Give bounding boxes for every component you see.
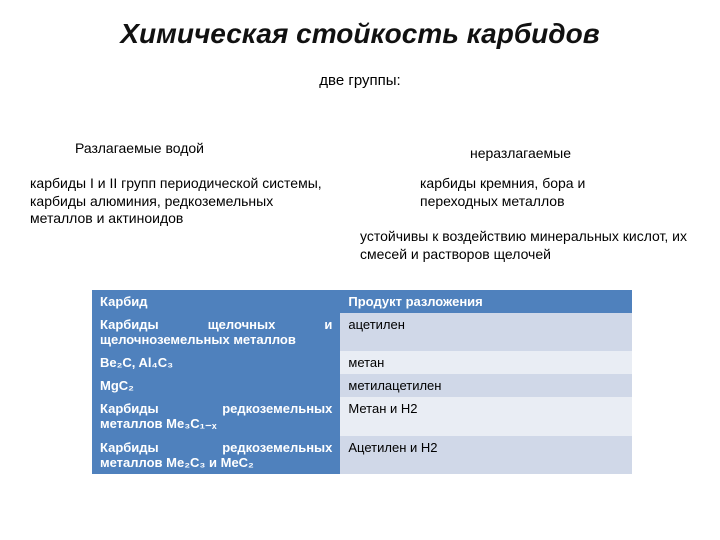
table-cell-product: метилацетилен <box>340 374 632 397</box>
group-right-note: устойчивы к воздействию минеральных кисл… <box>360 228 690 263</box>
table-cell-carbide: Be₂C, Al₄C₃ <box>92 351 340 374</box>
table-cell-product: метан <box>340 351 632 374</box>
table-header-cell: Продукт разложения <box>340 290 632 313</box>
table-header-cell: Карбид <box>92 290 340 313</box>
decomposition-table: Карбид Продукт разложения Карбиды щелочн… <box>92 290 632 474</box>
table-row: Карбиды редкоземельных металлов Me₂C₃ и … <box>92 436 632 474</box>
table-cell-product: Метан и H2 <box>340 397 632 436</box>
table-cell-carbide: MgC₂ <box>92 374 340 397</box>
table-row: Карбиды редкоземельных металлов Me₃C₁₋ₓМ… <box>92 397 632 436</box>
group-right-body: карбиды кремния, бора и переходных метал… <box>420 175 640 210</box>
subtitle: две группы: <box>0 72 720 89</box>
group-left-body: карбиды I и II групп периодической систе… <box>30 175 330 228</box>
table-row: Be₂C, Al₄C₃метан <box>92 351 632 374</box>
slide-title: Химическая стойкость карбидов <box>0 0 720 50</box>
group-left-header: Разлагаемые водой <box>75 140 245 158</box>
table-cell-product: Ацетилен и H2 <box>340 436 632 474</box>
table-cell-carbide: Карбиды редкоземельных металлов Me₂C₃ и … <box>92 436 340 474</box>
table-cell-product: ацетилен <box>340 313 632 351</box>
table-row: MgC₂метилацетилен <box>92 374 632 397</box>
table-cell-carbide: Карбиды щелочных и щелочноземельных мета… <box>92 313 340 351</box>
group-right-header: неразлагаемые <box>470 145 620 163</box>
table-row: Карбиды щелочных и щелочноземельных мета… <box>92 313 632 351</box>
table-header-row: Карбид Продукт разложения <box>92 290 632 313</box>
table-cell-carbide: Карбиды редкоземельных металлов Me₃C₁₋ₓ <box>92 397 340 436</box>
